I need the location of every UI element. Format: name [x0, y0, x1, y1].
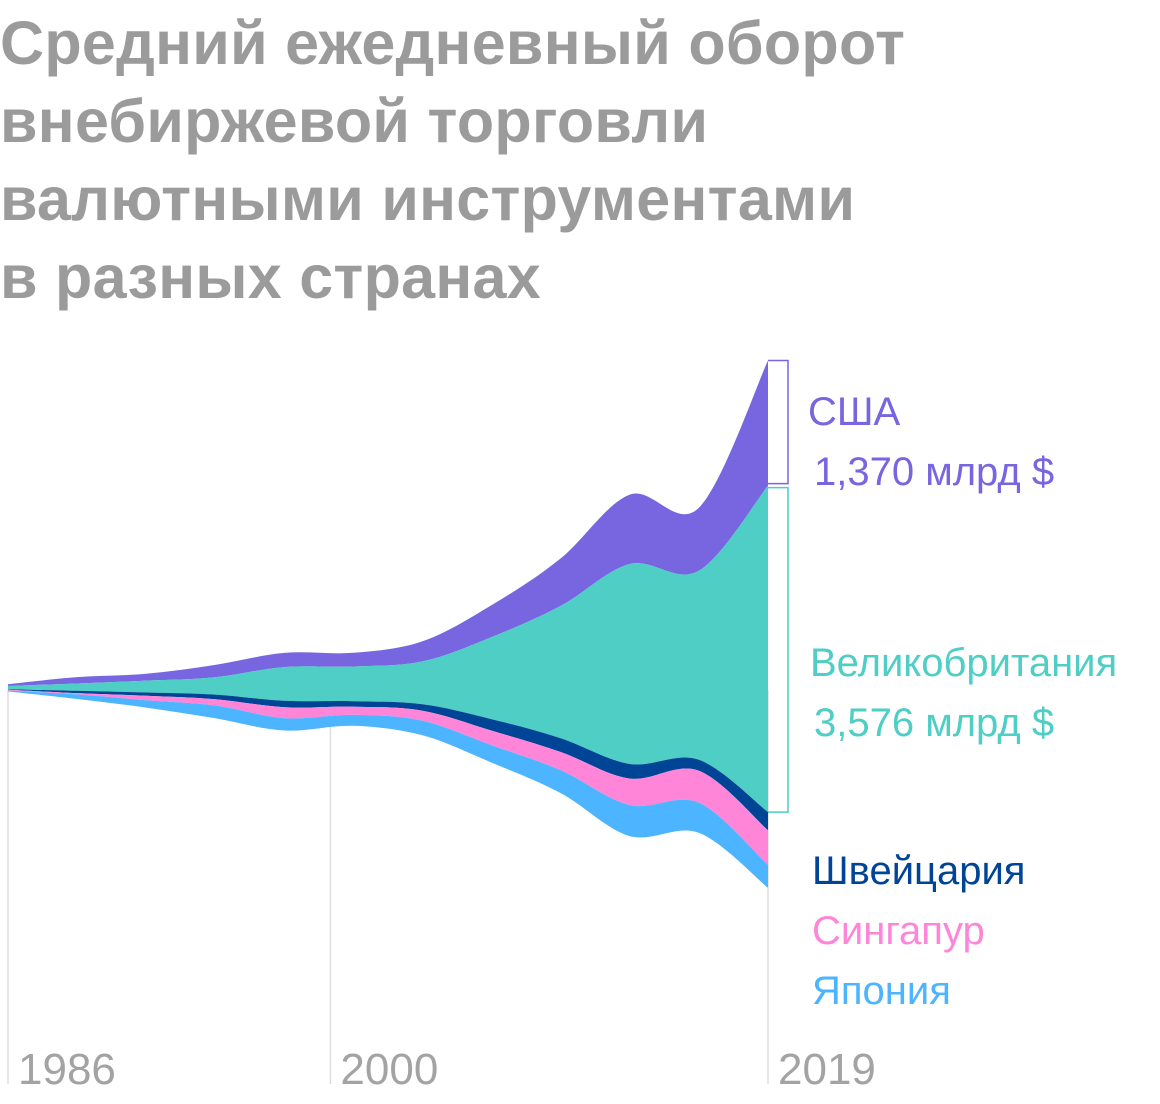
stream-uk — [8, 485, 768, 813]
value-brackets — [768, 359, 789, 813]
label-uk-name: Великобритания — [810, 641, 1117, 685]
title-line-2: внебиржевой торговли — [0, 87, 709, 155]
x-tick-2000: 2000 — [340, 1045, 438, 1094]
label-usa-value: 1,370 млрд $ — [814, 450, 1054, 494]
label-uk-value: 3,576 млрд $ — [814, 701, 1054, 745]
label-singapore: Сингапур — [812, 909, 985, 953]
stream-usa — [8, 360, 768, 686]
x-axis-ticks: 1986 2000 2019 — [18, 1045, 876, 1094]
label-switzerland: Швейцария — [812, 849, 1025, 893]
chart-title: Средний ежедневный оборот внебиржевой то… — [0, 4, 1100, 316]
label-japan: Япония — [812, 969, 951, 1013]
title-line-4: в разных странах — [0, 243, 541, 311]
stream-layers — [8, 360, 768, 888]
title-line-1: Средний ежедневный оборот — [0, 9, 906, 77]
bracket-usa — [768, 359, 789, 485]
series-labels: США 1,370 млрд $ Великобритания 3,576 млрд … — [808, 390, 1117, 1013]
stream-singapore — [8, 689, 768, 865]
x-tick-1986: 1986 — [18, 1045, 116, 1094]
label-usa-name: США — [808, 390, 901, 434]
x-tick-2019: 2019 — [778, 1045, 876, 1094]
bracket-uk — [768, 486, 789, 813]
title-line-3: валютными инструментами — [0, 165, 856, 233]
